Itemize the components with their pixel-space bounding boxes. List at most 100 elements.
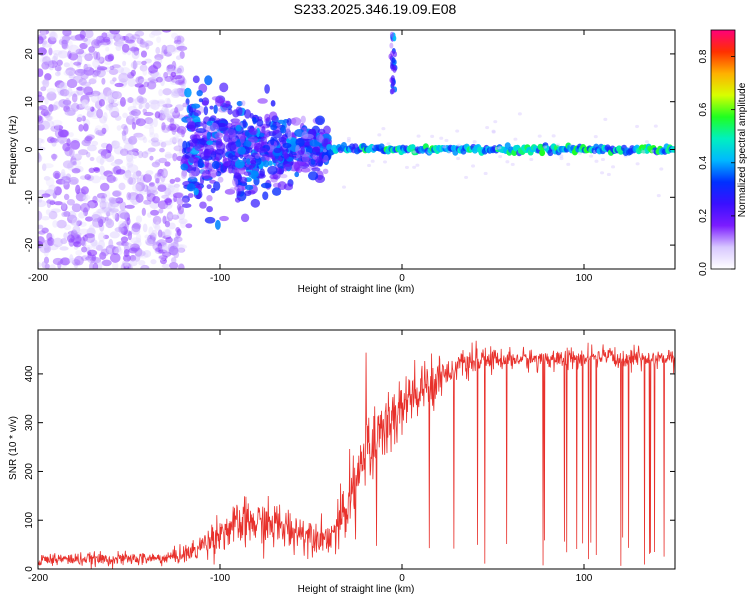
spectrogram-cell	[119, 97, 126, 107]
spectrogram-cell	[442, 145, 447, 149]
spectrogram-cell	[50, 208, 61, 213]
spectrogram-cell	[41, 61, 50, 70]
spectrogram-cell	[158, 157, 168, 164]
spectrogram-cell	[88, 224, 95, 235]
spectrogram-cell	[283, 152, 290, 160]
spectrogram-cell	[156, 172, 162, 177]
spectrogram-cell	[173, 39, 182, 45]
spectrogram-cell	[383, 160, 388, 164]
spectrogram-cell	[659, 167, 664, 171]
spectrogram-cell	[239, 176, 248, 184]
spectrogram-cell	[108, 196, 115, 203]
spectrogram-cell	[63, 70, 75, 77]
spectrogram-cell	[389, 42, 394, 49]
spectrogram-cell	[144, 117, 154, 125]
spectrogram-cell	[97, 64, 102, 75]
spectrogram-cell	[106, 247, 113, 254]
spectrogram-cell	[82, 196, 88, 202]
spectrogram-cell	[128, 114, 134, 120]
snr-ylabel: SNR (10 * v/v)	[8, 416, 19, 480]
spectrogram-cell	[164, 220, 171, 228]
spectrogram-cell	[63, 62, 70, 68]
spectrogram-cell	[109, 30, 121, 35]
spectrogram-cell	[145, 170, 154, 176]
spectrogram-cell	[51, 138, 59, 144]
spectrogram-cell	[268, 160, 273, 166]
spectrogram-cell	[108, 208, 120, 213]
spectrogram-cell	[559, 154, 564, 158]
spectrogram-cell	[322, 149, 327, 153]
spectrogram-cell	[142, 136, 148, 144]
spectrogram-cell	[280, 126, 287, 134]
spectrogram-cell	[41, 193, 51, 198]
spectrogram-cell	[49, 264, 56, 269]
spectrogram-cell	[108, 103, 114, 109]
spectrogram-cell	[171, 257, 177, 264]
spectrogram-cell	[82, 37, 89, 42]
spectrogram-cell	[138, 260, 146, 266]
spectrogram-cell	[187, 139, 199, 147]
spectrogram-cell	[46, 115, 53, 121]
spectrogram-cell	[62, 30, 72, 37]
spectrogram-cell	[150, 30, 162, 36]
spectrogram-cell	[483, 171, 488, 176]
spectrogram-cell	[641, 150, 646, 154]
spectrogram-cell	[76, 86, 85, 91]
spectrogram-cell	[279, 173, 288, 179]
spectrogram-cell	[78, 78, 87, 86]
spectrogram-cell	[537, 134, 542, 138]
spectrogram-cell	[48, 31, 56, 39]
spectrogram-cell	[98, 199, 108, 205]
spectrogram-cell	[174, 185, 180, 193]
spectrogram-cell	[40, 86, 47, 92]
spectrogram-cell	[44, 263, 50, 269]
spectrogram-xlabel: Height of straight line (km)	[298, 284, 415, 295]
spectrogram-cell	[104, 189, 111, 200]
snr-marks	[37, 340, 676, 570]
spectrogram-cell	[71, 103, 77, 110]
spectrogram-cell	[129, 259, 138, 267]
spectrogram-cell	[173, 236, 183, 243]
spectrogram-cell	[134, 60, 143, 65]
spectrogram-cell	[181, 203, 192, 209]
spectrogram-cell	[206, 184, 212, 190]
spectrogram-cell	[189, 134, 198, 141]
spectrogram-cell	[119, 212, 129, 220]
spectrogram-cell	[106, 217, 112, 226]
spectrogram-cell	[491, 129, 496, 133]
spectrogram-cell	[254, 157, 262, 166]
spectrogram-cell	[98, 232, 106, 242]
spectrogram-cell	[141, 151, 149, 159]
spectrogram-cell	[163, 49, 168, 55]
spectrogram-x-ticks: -200 -100 0 100	[28, 30, 593, 284]
spectrogram-cell	[193, 110, 202, 117]
spectrogram-cell	[48, 184, 57, 192]
spectrogram-cell	[154, 111, 161, 119]
spectrogram-cell	[127, 97, 134, 104]
snr-x-ticks: -200 -100 0 100	[28, 330, 593, 584]
spectrogram-cell	[517, 112, 522, 116]
spectrogram-cell	[120, 236, 129, 243]
spectrogram-cell	[81, 99, 90, 108]
spectrogram-cell	[131, 49, 140, 60]
spectrogram-cell	[69, 254, 74, 264]
spectrogram-cell	[75, 48, 85, 55]
spectrogram-cell	[323, 154, 329, 163]
spectrogram-cell	[91, 140, 99, 147]
spectrogram-cell	[150, 137, 159, 143]
spectrogram-cell	[162, 113, 172, 120]
spectrogram-cell	[108, 68, 119, 75]
spectrogram-cell	[193, 187, 199, 196]
spectrogram-cell	[119, 222, 128, 233]
spectrogram-cell	[96, 208, 107, 214]
spectrogram-cell	[250, 198, 261, 208]
spectrogram-cell	[161, 194, 170, 199]
spectrogram-cell	[143, 249, 152, 258]
spectrogram-cell	[390, 75, 395, 82]
spectrogram-cell	[173, 250, 180, 259]
spectrogram-cell	[56, 59, 63, 66]
spectrogram-cell	[173, 239, 179, 248]
spectrogram-cell	[494, 146, 499, 151]
spectrogram-cell	[52, 220, 59, 228]
spectrogram-cell	[174, 106, 179, 114]
